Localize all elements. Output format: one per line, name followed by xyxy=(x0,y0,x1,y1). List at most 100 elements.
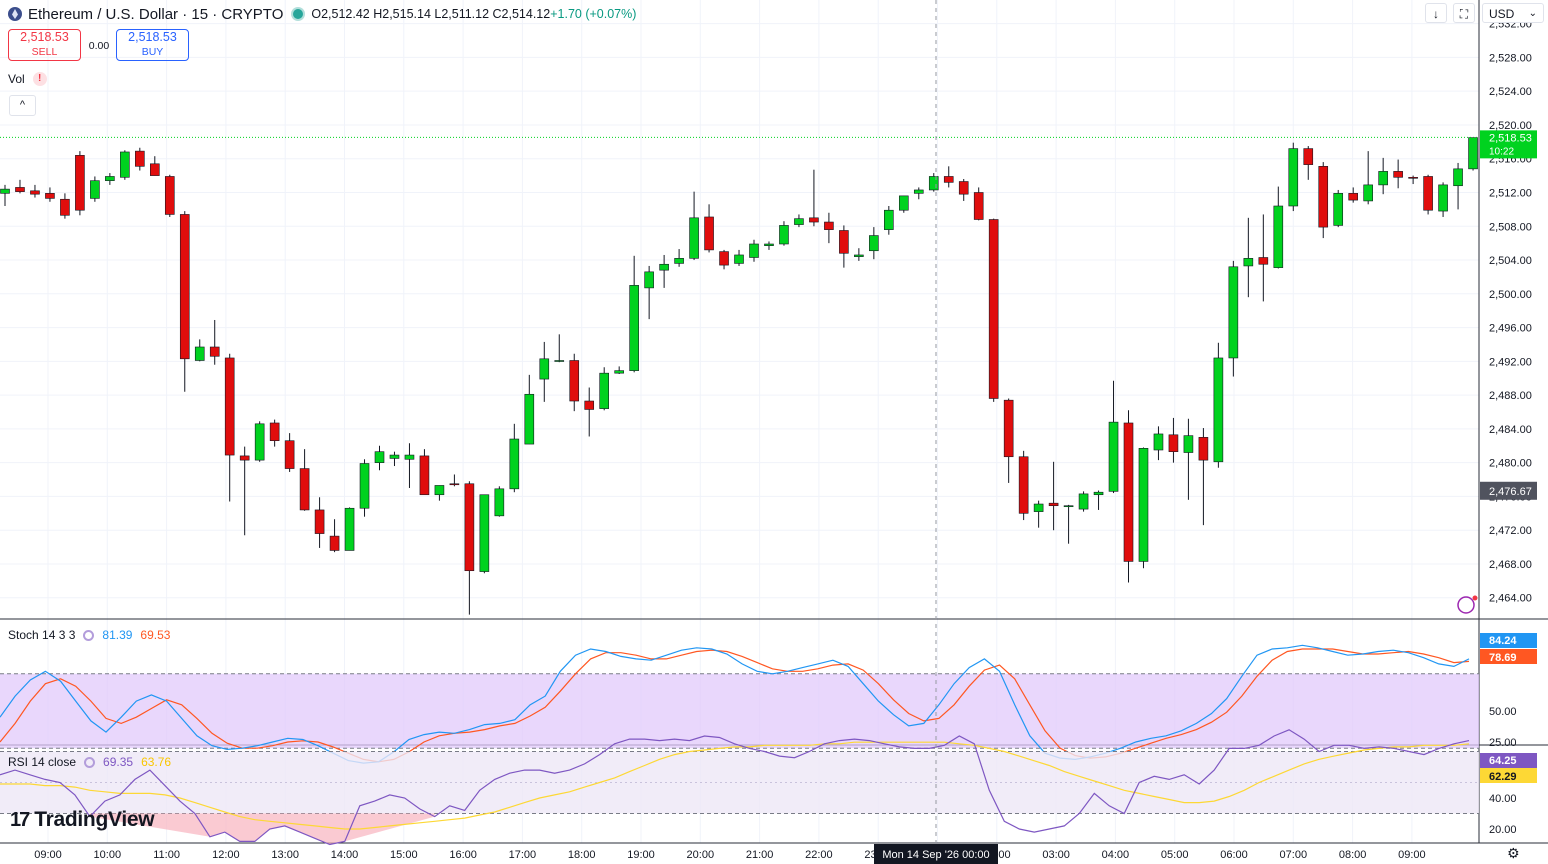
fullscreen-button[interactable]: ⛶ xyxy=(1453,3,1475,23)
buy-button[interactable]: 2,518.53 BUY xyxy=(116,29,189,61)
candle-body xyxy=(299,468,310,511)
time-tick-label: 07:00 xyxy=(1280,849,1308,861)
candle-body xyxy=(809,217,819,223)
collapse-legend-button[interactable]: ^ xyxy=(9,95,36,116)
candle-body xyxy=(674,258,684,264)
time-tick-label: 10:00 xyxy=(94,849,122,861)
tradingview-logo[interactable]: 17 TradingView xyxy=(10,808,155,832)
candle-body xyxy=(1003,399,1014,458)
candle-body xyxy=(988,219,999,399)
stoch-k-line xyxy=(0,644,1470,764)
candle-body xyxy=(329,535,340,551)
currency-select[interactable]: USD ⌄ xyxy=(1482,3,1544,23)
candle-body xyxy=(1303,148,1314,165)
time-tick-label: 08:00 xyxy=(1339,849,1367,861)
tradingview-logo-icon: 17 xyxy=(10,808,30,831)
candle-body xyxy=(1318,166,1329,228)
candle-body xyxy=(359,463,370,509)
candle-body xyxy=(1453,168,1463,187)
candle-body xyxy=(105,176,115,181)
stoch-k-last: 84.24 xyxy=(1489,635,1517,647)
candle-body xyxy=(374,451,385,463)
candle-body xyxy=(958,181,969,195)
candle-body xyxy=(494,488,505,517)
candle-body xyxy=(1393,171,1403,178)
candle-body xyxy=(239,455,250,461)
stoch-band xyxy=(0,673,1479,749)
time-tick-label: 19:00 xyxy=(627,849,655,861)
price-tick-label: 2,464.00 xyxy=(1489,593,1532,605)
volume-legend[interactable]: Vol ! xyxy=(8,72,47,86)
candle-body xyxy=(1018,456,1029,514)
replay-icon xyxy=(1457,595,1478,614)
candle-body xyxy=(1153,433,1164,451)
candle-body xyxy=(898,195,909,211)
time-tick-label: 18:00 xyxy=(568,849,596,861)
candle-body xyxy=(194,346,205,361)
candle-body xyxy=(449,483,460,486)
warning-icon[interactable]: ! xyxy=(32,72,47,86)
price-tick-label: 2,508.00 xyxy=(1489,221,1532,233)
candle-body xyxy=(794,218,804,225)
price-tick-label: 2,492.00 xyxy=(1489,356,1532,368)
time-tick-label: 06:00 xyxy=(1220,849,1248,861)
candle-body xyxy=(764,243,774,246)
time-tick-label: 13:00 xyxy=(271,849,299,861)
rsi-ma-badge xyxy=(1480,768,1537,783)
price-tick-label: 2,480.00 xyxy=(1489,458,1532,470)
candle-body xyxy=(1198,437,1209,461)
candle-body xyxy=(254,423,265,461)
candle-body xyxy=(1168,434,1179,452)
price-tick-label: 2,472.00 xyxy=(1489,525,1532,537)
gear-icon[interactable]: ⚙ xyxy=(1507,845,1520,861)
candle-body xyxy=(719,251,729,266)
candle-body xyxy=(209,346,220,357)
symbol-title[interactable]: Ethereum / U.S. Dollar · 15 · CRYPTO xyxy=(28,5,284,23)
rsi-ma-line xyxy=(0,741,1470,830)
candle-body xyxy=(150,163,160,176)
candle-body xyxy=(90,180,100,199)
candle-body xyxy=(30,190,40,195)
arrow-down-button[interactable]: ↓ xyxy=(1425,3,1447,23)
rsi-line xyxy=(0,729,1470,846)
stoch-d-value: 69.53 xyxy=(140,628,171,642)
replay-icon-dot xyxy=(1472,595,1478,601)
candle-body xyxy=(164,176,175,215)
time-tick-label: 03:00 xyxy=(1042,849,1070,861)
candle-body xyxy=(869,235,879,252)
crosshair-price-label: 2,476.67 xyxy=(1489,486,1532,498)
candle-body xyxy=(1333,193,1344,226)
candle-body xyxy=(60,198,70,216)
time-tick-label: 15:00 xyxy=(390,849,418,861)
rsi-legend[interactable]: RSI 14 close 69.35 63.76 xyxy=(8,755,171,769)
time-tick-label: 21:00 xyxy=(746,849,774,861)
ethereum-icon xyxy=(8,7,22,21)
candle-body xyxy=(389,454,400,459)
price-tick-label: 2,500.00 xyxy=(1489,289,1532,301)
loading-icon xyxy=(83,629,95,641)
candle-body xyxy=(419,455,430,496)
candle-body xyxy=(973,192,984,220)
candle-body xyxy=(524,393,535,445)
price-tick-label: 2,496.00 xyxy=(1489,323,1532,335)
volume-label: Vol xyxy=(8,72,25,86)
candle-body xyxy=(120,151,130,178)
price-tick-label: 2,484.00 xyxy=(1489,424,1532,436)
rsi-ma-last: 62.29 xyxy=(1489,771,1517,783)
price-tick-label: 2,524.00 xyxy=(1489,86,1532,98)
candle-body xyxy=(749,243,759,258)
candle-body xyxy=(1048,502,1059,507)
candle-body xyxy=(1363,184,1373,202)
candle-body xyxy=(1123,422,1134,562)
rsi-label: RSI 14 close xyxy=(8,755,77,769)
price-tick-label: 2,528.00 xyxy=(1489,52,1532,64)
stoch-legend[interactable]: Stoch 14 3 3 81.39 69.53 xyxy=(8,628,170,642)
time-tick-label: 22:00 xyxy=(805,849,833,861)
logo-text: TradingView xyxy=(34,808,155,831)
sell-button[interactable]: 2,518.53 SELL xyxy=(8,29,81,61)
chevron-down-icon: ⌄ xyxy=(1528,8,1537,19)
symbol-header: Ethereum / U.S. Dollar · 15 · CRYPTO O2,… xyxy=(8,4,636,24)
candle-body xyxy=(1423,176,1433,211)
candle-body xyxy=(779,225,789,245)
